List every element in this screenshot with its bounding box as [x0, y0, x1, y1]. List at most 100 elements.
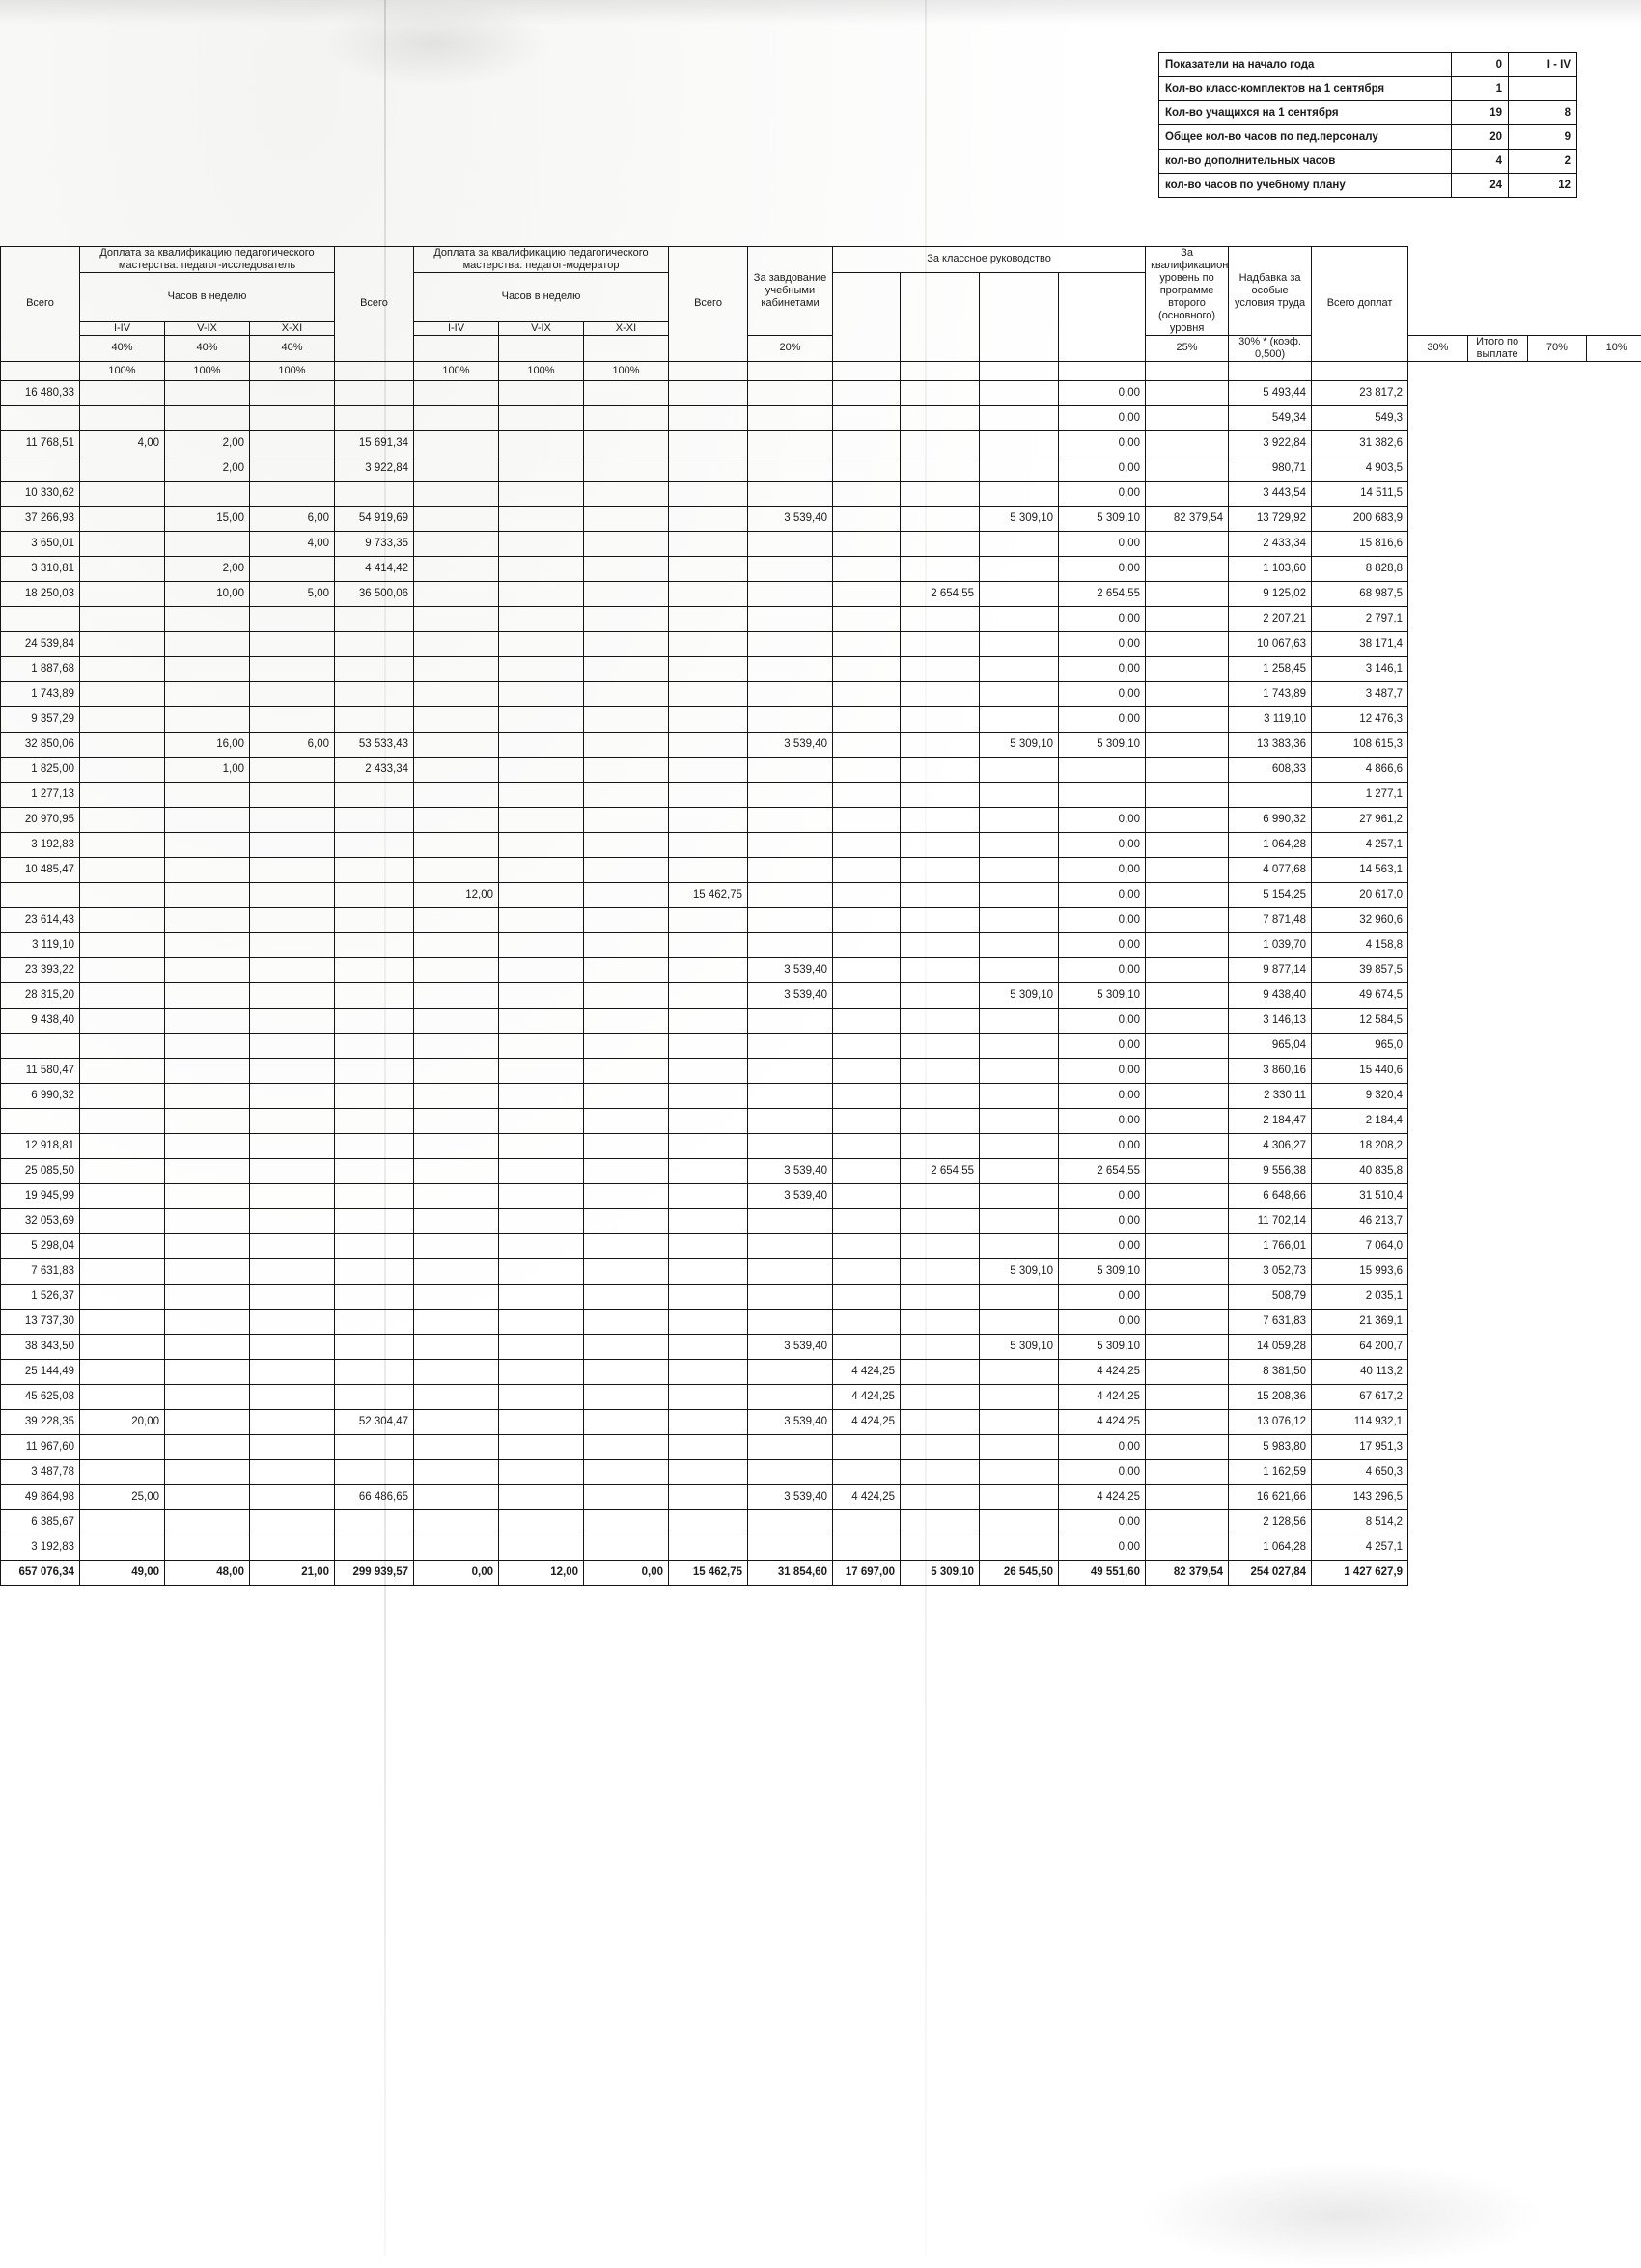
- indicator-row: Общее кол-во часов по пед.персоналу 20 9: [1159, 125, 1577, 150]
- cell-cl25: [833, 1434, 901, 1459]
- cell-cl30k: 2 654,55: [901, 1158, 980, 1183]
- cell-total-r: [1, 456, 80, 481]
- cell-cl30k: [901, 506, 980, 531]
- cell-qual: [1146, 1233, 1229, 1258]
- scan-smudge-b: [1139, 2162, 1544, 2268]
- cell-m-i-iv: [414, 1459, 499, 1484]
- cell-total-m: 4 414,42: [335, 556, 414, 581]
- header-group-moderator: Доплата за квалификацию педагогического …: [414, 247, 669, 273]
- cell-spec: 1 103,60: [1229, 556, 1312, 581]
- cell-cab: [748, 1535, 833, 1560]
- cell-cab: [748, 932, 833, 957]
- cell-total-m: [335, 1008, 414, 1033]
- scan-smudge-a: [319, 0, 550, 87]
- cell-cab: 3 539,40: [748, 1334, 833, 1359]
- cell-grand: 7 064,0: [1312, 1233, 1408, 1258]
- cell-qual: [1146, 456, 1229, 481]
- header-pct-cl-25: 25%: [1146, 335, 1229, 361]
- cell-total-r: 39 228,35: [1, 1409, 80, 1434]
- cell-m-x-xi: [584, 882, 669, 907]
- cell-cl30k: [901, 1208, 980, 1233]
- cell-cl30k: [901, 1359, 980, 1384]
- cell-cl30: [980, 1133, 1059, 1158]
- cell-total-m: [335, 782, 414, 807]
- cell-m-x-xi: [584, 1284, 669, 1309]
- indicator-value-total: 20: [1452, 125, 1509, 150]
- cell-r-x-xi: [250, 932, 335, 957]
- cell-m-v-ix: [499, 1208, 584, 1233]
- cell-total-m: [335, 1058, 414, 1083]
- cell-cab: [748, 430, 833, 456]
- cell-total-m: [335, 807, 414, 832]
- cell-total-m: [335, 1309, 414, 1334]
- cell-cl30k: [901, 732, 980, 757]
- cell-r-i-iv: [80, 757, 165, 782]
- cell-cl-total: 0,00: [1059, 481, 1146, 506]
- cell-qual: [1146, 1183, 1229, 1208]
- cell-m-x-xi: [584, 1509, 669, 1535]
- cell-cl-total: 0,00: [1059, 556, 1146, 581]
- cell-qual: [1146, 757, 1229, 782]
- cell-cl-total: 0,00: [1059, 631, 1146, 656]
- cell-m-vsego: [669, 1309, 748, 1334]
- cell-qual: [1146, 782, 1229, 807]
- cell-cl-total: 0,00: [1059, 907, 1146, 932]
- cell-cl25: [833, 531, 901, 556]
- cell-qual: [1146, 581, 1229, 606]
- cell-total-r: 7 631,83: [1, 1258, 80, 1284]
- cell-m-i-iv: [414, 606, 499, 631]
- cell-cl30k: [901, 430, 980, 456]
- cell-m-vsego: [669, 1033, 748, 1058]
- cell-m-vsego: [669, 1008, 748, 1033]
- cell-r-i-iv: [80, 380, 165, 405]
- cell-m-vsego: [669, 1158, 748, 1183]
- cell-r-v-ix: 2,00: [165, 430, 250, 456]
- cell-r-x-xi: [250, 631, 335, 656]
- cell-r-x-xi: [250, 1484, 335, 1509]
- cell-cl-total: 0,00: [1059, 380, 1146, 405]
- cell-r-x-xi: [250, 1083, 335, 1108]
- cell-m-i-iv: [414, 832, 499, 857]
- cell-cl30k: [901, 1058, 980, 1083]
- cell-r-i-iv: [80, 1384, 165, 1409]
- cell-total-m: [335, 957, 414, 982]
- cell-r-v-ix: [165, 380, 250, 405]
- cell-grand: 14 563,1: [1312, 857, 1408, 882]
- cell-cl25: [833, 1108, 901, 1133]
- cell-cl30: [980, 1509, 1059, 1535]
- cell-total-r: 1 526,37: [1, 1284, 80, 1309]
- cell-cl-total: 0,00: [1059, 857, 1146, 882]
- cell-grand: 4 650,3: [1312, 1459, 1408, 1484]
- cell-m-i-iv: [414, 1083, 499, 1108]
- cell-total-m: [335, 1033, 414, 1058]
- cell-cab: [748, 1509, 833, 1535]
- cell-r-x-xi: [250, 1284, 335, 1309]
- cell-m-v-ix: [499, 1309, 584, 1334]
- cell-m-v-ix: [499, 1233, 584, 1258]
- cell-qual: [1146, 1258, 1229, 1284]
- cell-cl25: [833, 606, 901, 631]
- cell-cl30: [980, 531, 1059, 556]
- cell-m-x-xi: [584, 706, 669, 732]
- cell-cl30k: 2 654,55: [901, 581, 980, 606]
- cell-m-i-iv: [414, 1233, 499, 1258]
- cell-cab: [748, 556, 833, 581]
- cell-grand: 9 320,4: [1312, 1083, 1408, 1108]
- cell-m-i-iv: [414, 405, 499, 430]
- total-m-vsego: 15 462,75: [669, 1560, 748, 1585]
- cell-r-v-ix: 2,00: [165, 456, 250, 481]
- cell-r-v-ix: [165, 832, 250, 857]
- cell-r-v-ix: [165, 1258, 250, 1284]
- cell-cl30: [980, 706, 1059, 732]
- cell-cl30k: [901, 807, 980, 832]
- cell-cl25: [833, 1334, 901, 1359]
- cell-total-r: 20 970,95: [1, 807, 80, 832]
- cell-m-vsego: [669, 1208, 748, 1233]
